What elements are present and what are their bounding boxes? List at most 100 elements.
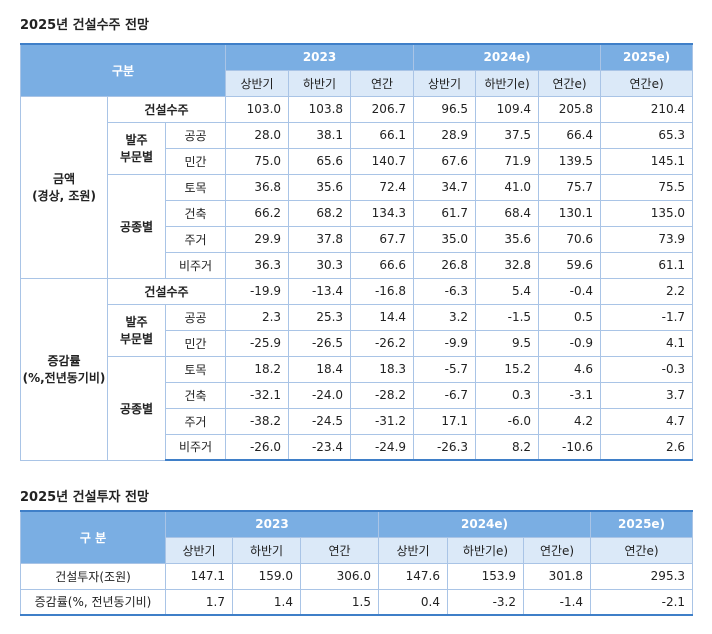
- value-cell: 3.2: [413, 303, 477, 331]
- table-header: 구 분 2023 2024e) 2025e) 상반기 하반기 연간 상반기 하반기e) 연간e) 연…: [20, 510, 694, 564]
- value-cell: -26.2: [350, 329, 415, 357]
- value-cell: 37.8: [288, 225, 352, 253]
- value-cell: 71.9: [475, 147, 540, 175]
- value-cell: 205.8: [538, 95, 602, 123]
- period-header: 상반기: [165, 536, 233, 564]
- value-cell: -1.4: [522, 588, 592, 616]
- row-label: 비주거: [164, 433, 227, 461]
- group-label: 공종별: [107, 173, 166, 279]
- table-body: 건설투자(조원) 147.1 159.0 306.0 147.6 153.9 301.8 29…: [20, 562, 694, 616]
- value-cell: -9.9: [413, 329, 477, 357]
- value-cell: 5.4: [475, 277, 540, 305]
- value-cell: -26.3: [413, 433, 477, 461]
- value-cell: -25.9: [225, 329, 290, 357]
- value-cell: -38.2: [225, 407, 290, 435]
- section-name: 증감률: [47, 354, 81, 368]
- row-label: 건축: [164, 381, 227, 409]
- value-cell: 3.7: [600, 381, 694, 409]
- value-cell: 103.0: [225, 95, 290, 123]
- value-cell: -10.6: [538, 433, 602, 461]
- value-cell: 4.2: [538, 407, 602, 435]
- table-title: 2025년 건설투자 전망: [20, 490, 149, 505]
- header-row: 상반기 하반기 연간 상반기 하반기e) 연간e) 연간e): [21, 536, 694, 564]
- value-cell: 0.4: [378, 588, 448, 616]
- value-cell: 130.1: [538, 199, 602, 227]
- value-cell: -0.9: [538, 329, 602, 357]
- period-header: 하반기: [288, 69, 352, 97]
- period-header: 연간e): [590, 536, 694, 564]
- section-note: (%,전년동기비): [22, 371, 106, 385]
- group-label: 발주 부문별: [107, 303, 166, 357]
- value-cell: 4.7: [600, 407, 694, 435]
- header-row: 구 분 2023 2024e) 2025e): [20, 510, 694, 564]
- value-cell: 65.3: [600, 121, 694, 149]
- value-cell: 32.8: [475, 251, 540, 279]
- value-cell: 41.0: [475, 173, 540, 201]
- value-cell: 15.2: [475, 355, 540, 383]
- value-cell: -26.0: [225, 433, 290, 461]
- table-body: 금액 (경상, 조원) 건설수주 103.0 103.8 206.7 96.5 109.4 20…: [20, 95, 694, 461]
- value-cell: 96.5: [413, 95, 477, 123]
- value-cell: 66.6: [350, 251, 415, 279]
- value-cell: 65.6: [288, 147, 352, 175]
- value-cell: -28.2: [350, 381, 415, 409]
- value-cell: 1.5: [300, 588, 379, 616]
- value-cell: 153.9: [447, 562, 524, 590]
- value-cell: 36.3: [225, 251, 290, 279]
- period-header: 하반기e): [447, 536, 524, 564]
- value-cell: 73.9: [600, 225, 694, 253]
- value-cell: -1.7: [600, 303, 694, 331]
- value-cell: 8.2: [475, 433, 540, 461]
- row-label: 건설수주: [106, 95, 227, 123]
- orders-table: 구분 2023 2024e) 2025e) 상반기 하반기 연간 상반기 하반기e) 연간e) 연간…: [19, 43, 694, 461]
- value-cell: 147.1: [165, 562, 233, 590]
- header-row: 상반기 하반기 연간 상반기 하반기e) 연간e) 연간e): [21, 69, 694, 97]
- period-header: 연간e): [600, 69, 694, 97]
- row-label: 민간: [164, 329, 227, 357]
- value-cell: 38.1: [288, 121, 352, 149]
- data-row: 비주거 -26.0 -23.4 -24.9 -26.3 8.2 -10.6 2.6: [21, 433, 694, 461]
- year-header: 2024e): [413, 43, 602, 71]
- year-header: 2023: [165, 510, 379, 538]
- value-cell: -24.5: [288, 407, 352, 435]
- row-label: 민간: [164, 147, 227, 175]
- group-line: 공종별: [119, 401, 154, 416]
- value-cell: 4.6: [538, 355, 602, 383]
- row-label: 건설수주: [106, 277, 227, 305]
- value-cell: -1.5: [475, 303, 540, 331]
- value-cell: 28.0: [225, 121, 290, 149]
- header-row: 구분 2023 2024e) 2025e): [19, 43, 694, 97]
- value-cell: 35.6: [475, 225, 540, 253]
- value-cell: 210.4: [600, 95, 694, 123]
- row-label: 토목: [164, 173, 227, 201]
- value-cell: 306.0: [300, 562, 379, 590]
- value-cell: 67.6: [413, 147, 477, 175]
- row-label: 공공: [164, 303, 227, 331]
- value-cell: 66.1: [350, 121, 415, 149]
- table-title: 2025년 건설수주 전망: [20, 18, 149, 33]
- group-line: 부문별: [119, 332, 154, 346]
- row-label: 건설투자(조원): [20, 562, 166, 590]
- period-header: 하반기: [232, 536, 301, 564]
- value-cell: 295.3: [590, 562, 694, 590]
- value-cell: -6.0: [475, 407, 540, 435]
- row-label: 토목: [164, 355, 227, 383]
- value-cell: 0.3: [475, 381, 540, 409]
- value-cell: 66.2: [225, 199, 290, 227]
- value-cell: 68.2: [288, 199, 352, 227]
- value-cell: -0.3: [600, 355, 694, 383]
- value-cell: 109.4: [475, 95, 540, 123]
- period-header: 연간e): [522, 536, 592, 564]
- section-label: 증감률 (%,전년동기비): [20, 277, 108, 461]
- value-cell: 17.1: [413, 407, 477, 435]
- value-cell: 75.5: [600, 173, 694, 201]
- period-header: 상반기: [378, 536, 448, 564]
- group-line: 부문별: [119, 150, 154, 164]
- value-cell: 34.7: [413, 173, 477, 201]
- value-cell: 18.4: [288, 355, 352, 383]
- value-cell: 25.3: [288, 303, 352, 331]
- data-row: 공종별 토목 18.2 18.4 18.3 -5.7 15.2 4.6 -0.3: [21, 355, 694, 461]
- value-cell: -13.4: [288, 277, 352, 305]
- data-row: 금액 (경상, 조원) 건설수주 103.0 103.8 206.7 96.5 109.4 20…: [20, 95, 694, 279]
- value-cell: -24.0: [288, 381, 352, 409]
